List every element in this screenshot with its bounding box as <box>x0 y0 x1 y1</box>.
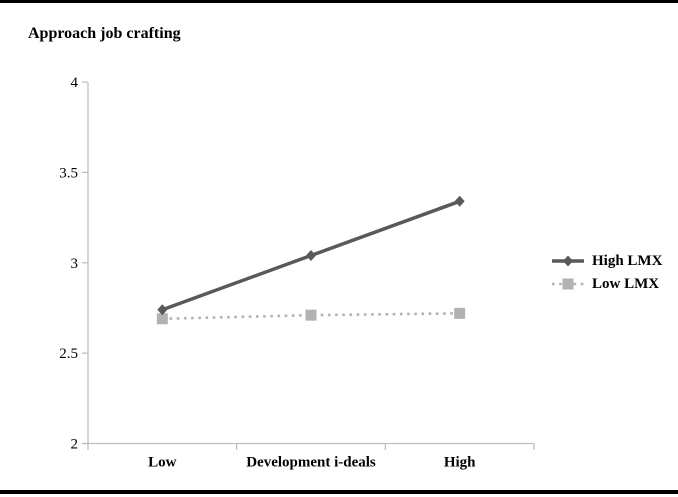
low-lmx-line-swatch-icon <box>552 278 584 290</box>
legend-label-low-lmx: Low LMX <box>592 275 660 292</box>
high-lmx-line-swatch-icon <box>552 255 584 267</box>
top-border <box>0 0 678 3</box>
legend: High LMX Low LMX <box>551 251 662 294</box>
x-axis-label: Development i-deals <box>246 455 376 471</box>
y-axis-tick-label: 3 <box>71 256 79 272</box>
y-axis-tick-label: 4 <box>71 75 79 91</box>
y-axis-tick-label: 3.5 <box>59 165 78 181</box>
chart-title: Approach job crafting <box>28 25 181 42</box>
x-axis-label: High <box>444 455 476 471</box>
y-axis-tick-label: 2.5 <box>59 346 78 362</box>
y-axis-tick-label: 2 <box>71 437 79 453</box>
legend-item-low-lmx: Low LMX <box>551 274 662 294</box>
bottom-border <box>0 490 678 494</box>
x-axis-label: Low <box>148 455 177 471</box>
legend-item-high-lmx: High LMX <box>551 251 662 271</box>
legend-label-high-lmx: High LMX <box>592 252 663 269</box>
